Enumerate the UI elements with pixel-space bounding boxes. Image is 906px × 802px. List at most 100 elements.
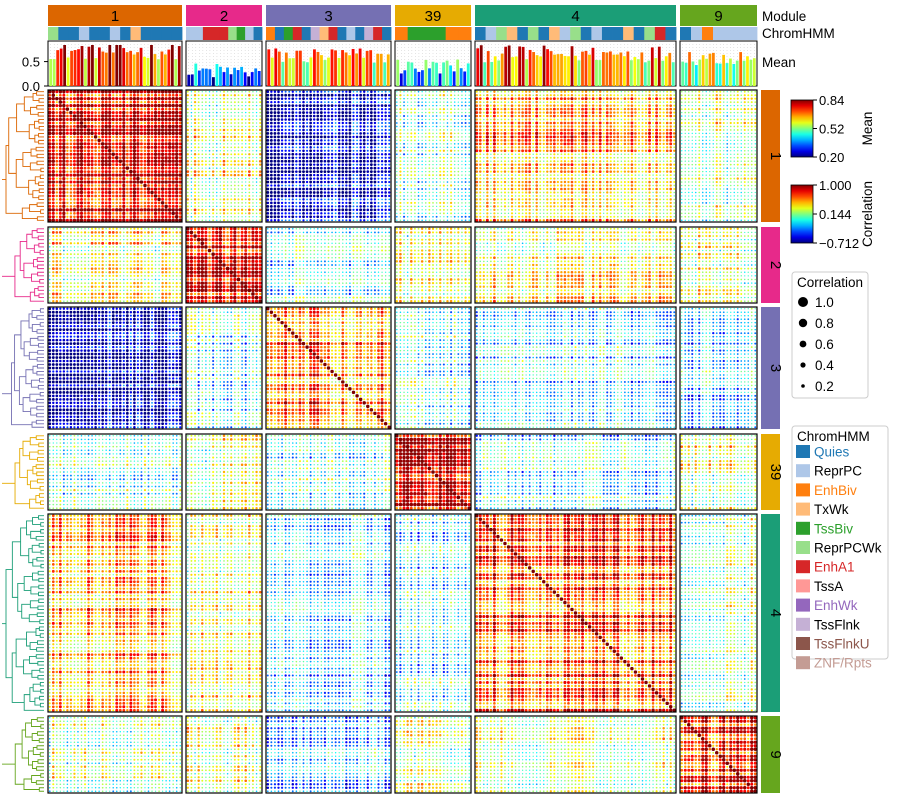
corr-dot [94,128,98,132]
corr-dot [277,198,280,201]
corr-dot [208,143,211,145]
corr-dot [414,146,416,148]
corr-dot [208,101,211,103]
corr-dot [69,191,73,194]
corr-dot [435,188,438,190]
corr-dot [454,219,456,221]
corr-dot [150,135,154,139]
corr-dot [129,211,133,215]
corr-dot [167,110,172,115]
corr-dot [377,104,380,107]
corr-dot [222,212,226,215]
corr-dot [62,121,66,125]
corr-dot [164,177,168,180]
corr-dot [69,163,73,167]
corr-dot [190,202,193,204]
corr-dot [222,163,226,166]
corr-dot [295,167,298,170]
corr-dot [377,139,380,142]
corr-dot [457,212,459,214]
corr-dot [73,125,76,128]
corr-dot [164,128,168,132]
corr-dot [216,146,218,148]
corr-dot [479,90,482,93]
corr-dot [241,195,243,197]
corr-dot [115,100,119,104]
corr-dot [406,135,409,138]
mean-bar [233,67,236,86]
corr-dot [266,184,269,187]
corr-dot [403,115,406,118]
corr-dot [366,142,369,145]
corr-dot [396,132,398,135]
corr-dot [147,121,150,125]
corr-dot [288,142,291,146]
corr-dot [171,117,175,122]
corr-dot [193,121,197,125]
corr-dot [330,170,334,174]
corr-dot [58,208,63,212]
corr-dot [55,163,59,166]
chromhmm-segment [570,27,582,40]
mean-bar [243,72,247,86]
corr-dot [396,191,398,194]
corr-dot [136,138,140,142]
mean-panel-9 [679,40,758,87]
corr-dot [432,104,434,107]
chromhmm-segment [665,27,677,40]
corr-dot [178,170,182,174]
corr-dot [320,201,323,205]
corr-dot [62,190,66,195]
corr-dot [464,195,467,197]
corr-dot [388,201,391,204]
corr-dot [219,216,221,218]
corr-dot [327,163,330,166]
corr-dot [51,211,55,215]
corr-dot [370,149,373,153]
corr-dot [222,173,226,177]
corr-dot [122,114,126,118]
corr-dot [312,152,316,156]
mean-bar [327,57,330,86]
corr-dot [403,167,405,169]
corr-dot [186,198,190,201]
corr-dot [197,118,200,121]
corr-dot [273,97,277,101]
corr-dot [334,122,337,124]
corr-dot [421,153,424,156]
corr-dot [373,114,377,118]
corr-dot [309,118,313,121]
corr-dot [288,184,291,187]
corr-dot [122,162,126,167]
corr-dot [403,108,405,110]
corr-dot [143,205,147,208]
corr-dot [334,208,337,211]
corr-dot [101,100,105,104]
corr-dot [266,208,270,212]
corr-dot [380,194,384,198]
corr-dot [126,163,129,166]
corr-dot [377,108,380,111]
corr-dot [178,215,182,219]
corr-dot [197,163,200,166]
corr-dot [201,167,203,169]
corr-dot [73,166,76,170]
corr-dot [245,216,247,218]
chromhmm-segment [274,27,285,40]
corr-dot [186,194,189,197]
corr-dot [90,163,94,167]
corr-dot [241,150,243,152]
corr-dot [468,122,471,124]
corr-dot [273,118,277,121]
corr-dot [291,198,294,201]
corr-dot [324,146,326,149]
corr-dot [58,163,62,167]
corr-dot [125,218,129,222]
corr-dot [104,131,108,136]
corr-dot [468,205,470,208]
mean-bar [417,71,421,86]
mean-bar [664,56,668,86]
corr-dot [453,167,456,169]
corr-dot [352,135,355,139]
corr-dot [132,162,137,167]
